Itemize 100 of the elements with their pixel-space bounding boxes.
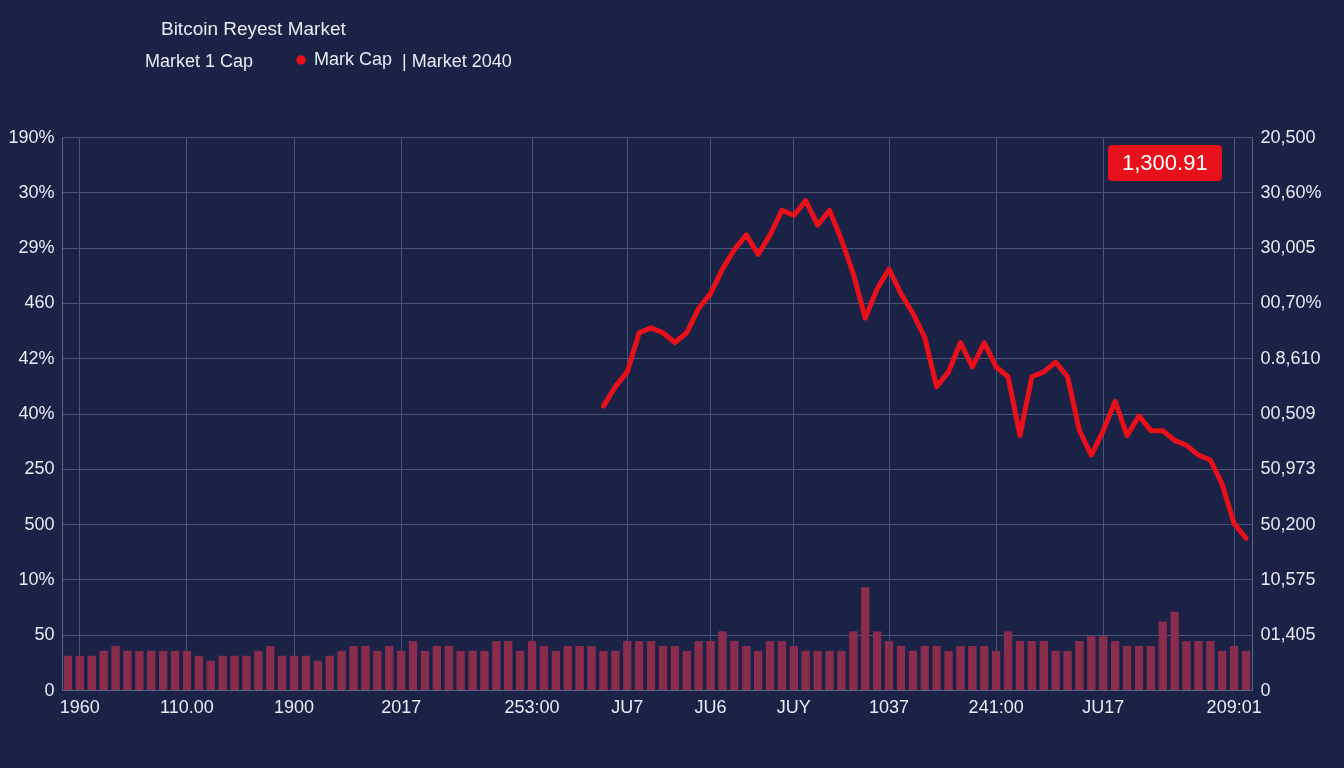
- text: Market 1 Cap: [145, 51, 254, 72]
- bar: [1218, 650, 1227, 690]
- text: 00,70%: [1260, 292, 1322, 313]
- bar: [539, 645, 549, 690]
- x-tick-label: 110.00: [160, 696, 214, 717]
- bar: [396, 650, 406, 690]
- bar: [980, 645, 989, 690]
- bar: [1039, 641, 1048, 690]
- x-tick-label: 1900: [274, 696, 315, 717]
- bar: [623, 641, 632, 690]
- bar: [361, 645, 370, 690]
- chart-title: Bitcoin Reyest Market: [160, 18, 347, 39]
- bar: [753, 650, 763, 690]
- bar: [1158, 621, 1167, 690]
- bar: [1051, 650, 1060, 690]
- bar: [896, 645, 906, 690]
- bar: [1194, 641, 1203, 690]
- bar: [63, 655, 73, 690]
- bar: [694, 641, 703, 690]
- bar: [575, 645, 584, 690]
- bar: [111, 645, 120, 690]
- bar: [849, 631, 858, 690]
- x-tick-label: JU17: [1082, 696, 1125, 717]
- bar: [444, 645, 453, 690]
- text: 10,575: [1260, 568, 1316, 589]
- x-tick-label: 1037: [869, 696, 910, 717]
- bar: [801, 650, 810, 690]
- bar: [1003, 631, 1013, 690]
- bar: [492, 641, 501, 690]
- bar: [373, 650, 382, 690]
- bar: [718, 631, 727, 690]
- x-tick-label: 241:00: [968, 696, 1024, 717]
- bar: [170, 650, 180, 690]
- text: 0.8,610: [1260, 347, 1321, 368]
- bar: [1170, 611, 1179, 690]
- bar: [861, 587, 870, 690]
- text: 250: [24, 458, 55, 479]
- bar: [1110, 641, 1120, 690]
- bar: [563, 645, 572, 690]
- bar: [1146, 645, 1156, 690]
- x-tick-label: JU7: [611, 696, 644, 717]
- bar: [218, 655, 227, 690]
- bar: [515, 650, 525, 690]
- bar: [408, 641, 418, 690]
- bar: [1122, 645, 1132, 690]
- bar: [587, 645, 596, 690]
- text: 42%: [18, 347, 55, 368]
- bar: [1027, 641, 1037, 690]
- text: 50: [34, 624, 55, 645]
- text: 20,500: [1260, 126, 1316, 147]
- text: 01,405: [1260, 624, 1316, 645]
- bar: [825, 650, 834, 690]
- bar: [337, 650, 346, 690]
- bar: [87, 655, 96, 690]
- bar: [1015, 641, 1025, 690]
- text: 190%: [8, 126, 55, 147]
- text: 30,005: [1260, 237, 1316, 258]
- bar: [670, 645, 680, 690]
- bar: [634, 641, 644, 690]
- bar: [468, 650, 477, 690]
- bar: [158, 650, 168, 690]
- bar: [385, 645, 394, 690]
- bar: [1087, 636, 1096, 690]
- text: 0: [44, 679, 55, 700]
- bar: [1075, 641, 1084, 690]
- bar: [1134, 645, 1144, 690]
- bar: [135, 650, 144, 690]
- bar: [1182, 641, 1191, 690]
- bar: [206, 660, 215, 690]
- bar: [1206, 641, 1215, 690]
- x-tick-label: 2017: [381, 696, 422, 717]
- bar: [646, 641, 656, 690]
- bar: [277, 655, 287, 690]
- text: 29%: [18, 237, 55, 258]
- bar: [765, 641, 775, 690]
- bar: [456, 650, 465, 690]
- bar: [991, 650, 1001, 690]
- bar: [313, 660, 323, 690]
- bar: [527, 641, 537, 690]
- bar: [194, 655, 204, 690]
- x-tick-label: 1960: [59, 696, 100, 717]
- bar: [349, 645, 358, 690]
- bar: [1229, 645, 1239, 690]
- text: 50,973: [1260, 458, 1316, 479]
- x-tick-label: JUY: [776, 696, 811, 717]
- bar: [1099, 636, 1108, 690]
- bar: [420, 650, 430, 690]
- bar: [123, 650, 132, 690]
- bar: [777, 641, 787, 690]
- text: 0: [1260, 679, 1271, 700]
- bar: [432, 645, 442, 690]
- text: 500: [24, 513, 55, 534]
- text: 00,509: [1260, 403, 1316, 423]
- legend-label: Mark Cap: [314, 49, 393, 69]
- x-tick-label: JU6: [694, 696, 727, 717]
- bar: [1241, 650, 1251, 690]
- text: 30%: [18, 181, 55, 202]
- text: 460: [24, 292, 55, 313]
- x-tick-label: 253:00: [504, 696, 560, 717]
- bar: [968, 645, 977, 690]
